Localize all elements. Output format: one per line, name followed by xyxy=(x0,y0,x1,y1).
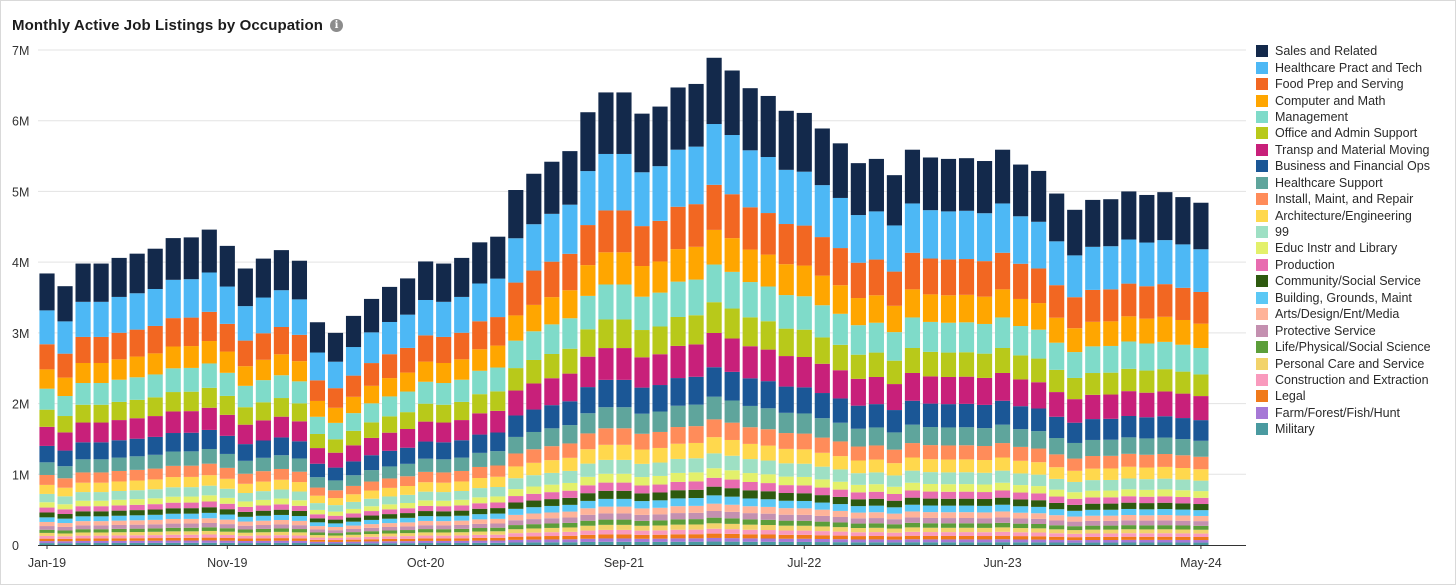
legend-label: Educ Instr and Library xyxy=(1275,241,1398,256)
legend-label: Protective Service xyxy=(1275,323,1376,338)
legend-swatch xyxy=(1256,242,1268,255)
chart-header: Monthly Active Job Listings by Occupatio… xyxy=(12,14,344,36)
legend-label: Building, Grounds, Maint xyxy=(1275,290,1412,305)
legend-label: Management xyxy=(1275,109,1348,124)
legend-swatch xyxy=(1256,357,1268,370)
legend-item[interactable]: Arts/Design/Ent/Media xyxy=(1256,306,1431,322)
legend-item[interactable]: Food Prep and Serving xyxy=(1256,76,1431,92)
legend-label: Construction and Extraction xyxy=(1275,372,1429,387)
legend-item[interactable]: Legal xyxy=(1256,388,1431,404)
legend-item[interactable]: Management xyxy=(1256,109,1431,125)
legend-swatch xyxy=(1256,209,1268,222)
legend-label: Transp and Material Moving xyxy=(1275,142,1430,157)
legend-swatch xyxy=(1256,226,1268,239)
legend-label: Farm/Forest/Fish/Hunt xyxy=(1275,405,1401,420)
legend-label: Production xyxy=(1275,257,1335,272)
legend-item[interactable]: Farm/Forest/Fish/Hunt xyxy=(1256,405,1431,421)
legend-label: Legal xyxy=(1275,389,1306,404)
legend-swatch xyxy=(1256,341,1268,354)
legend-item[interactable]: 99 xyxy=(1256,224,1431,240)
legend-item[interactable]: Sales and Related xyxy=(1256,43,1431,59)
legend-label: Architecture/Engineering xyxy=(1275,208,1412,223)
legend-swatch xyxy=(1256,143,1268,156)
legend-item[interactable]: Healthcare Pract and Tech xyxy=(1256,59,1431,75)
legend-label: Personal Care and Service xyxy=(1275,356,1425,371)
legend-label: Arts/Design/Ent/Media xyxy=(1275,307,1400,322)
legend-swatch xyxy=(1256,275,1268,288)
legend-swatch xyxy=(1256,308,1268,321)
legend-label: Install, Maint, and Repair xyxy=(1275,192,1414,207)
info-icon[interactable]: i xyxy=(330,18,344,32)
legend-item[interactable]: Install, Maint, and Repair xyxy=(1256,191,1431,207)
legend-item[interactable]: Protective Service xyxy=(1256,322,1431,338)
legend-swatch xyxy=(1256,423,1268,436)
legend-swatch xyxy=(1256,110,1268,123)
legend-item[interactable]: Educ Instr and Library xyxy=(1256,240,1431,256)
legend-label: Healthcare Pract and Tech xyxy=(1275,60,1423,75)
legend-swatch xyxy=(1256,45,1268,58)
legend-label: Healthcare Support xyxy=(1275,175,1383,190)
legend-item[interactable]: Construction and Extraction xyxy=(1256,372,1431,388)
legend-swatch xyxy=(1256,258,1268,271)
legend-item[interactable]: Life/Physical/Social Science xyxy=(1256,339,1431,355)
legend-item[interactable]: Healthcare Support xyxy=(1256,175,1431,191)
legend-item[interactable]: Community/Social Service xyxy=(1256,273,1431,289)
legend-label: Food Prep and Serving xyxy=(1275,77,1404,92)
legend-item[interactable]: Building, Grounds, Maint xyxy=(1256,290,1431,306)
legend-item[interactable]: Architecture/Engineering xyxy=(1256,207,1431,223)
legend-label: Community/Social Service xyxy=(1275,274,1421,289)
legend-item[interactable]: Office and Admin Support xyxy=(1256,125,1431,141)
legend-swatch xyxy=(1256,94,1268,107)
legend-label: Business and Financial Ops xyxy=(1275,159,1430,174)
legend-swatch xyxy=(1256,291,1268,304)
legend-item[interactable]: Military xyxy=(1256,421,1431,437)
legend-label: Office and Admin Support xyxy=(1275,126,1418,141)
legend-swatch xyxy=(1256,160,1268,173)
legend-swatch xyxy=(1256,406,1268,419)
legend-item[interactable]: Production xyxy=(1256,257,1431,273)
legend-swatch xyxy=(1256,176,1268,189)
chart-title: Monthly Active Job Listings by Occupatio… xyxy=(12,16,324,34)
legend-label: 99 xyxy=(1275,225,1289,240)
legend-label: Sales and Related xyxy=(1275,44,1378,59)
legend-item[interactable]: Personal Care and Service xyxy=(1256,355,1431,371)
legend-swatch xyxy=(1256,324,1268,337)
legend-label: Computer and Math xyxy=(1275,93,1386,108)
legend-label: Life/Physical/Social Science xyxy=(1275,340,1431,355)
legend-label: Military xyxy=(1275,422,1315,437)
legend-swatch xyxy=(1256,127,1268,140)
legend-swatch xyxy=(1256,390,1268,403)
legend-swatch xyxy=(1256,78,1268,91)
legend-item[interactable]: Transp and Material Moving xyxy=(1256,142,1431,158)
legend-swatch xyxy=(1256,61,1268,74)
legend-swatch xyxy=(1256,373,1268,386)
legend-item[interactable]: Computer and Math xyxy=(1256,92,1431,108)
chart-legend: Sales and Related Healthcare Pract and Te… xyxy=(1256,43,1431,438)
legend-swatch xyxy=(1256,193,1268,206)
legend-item[interactable]: Business and Financial Ops xyxy=(1256,158,1431,174)
